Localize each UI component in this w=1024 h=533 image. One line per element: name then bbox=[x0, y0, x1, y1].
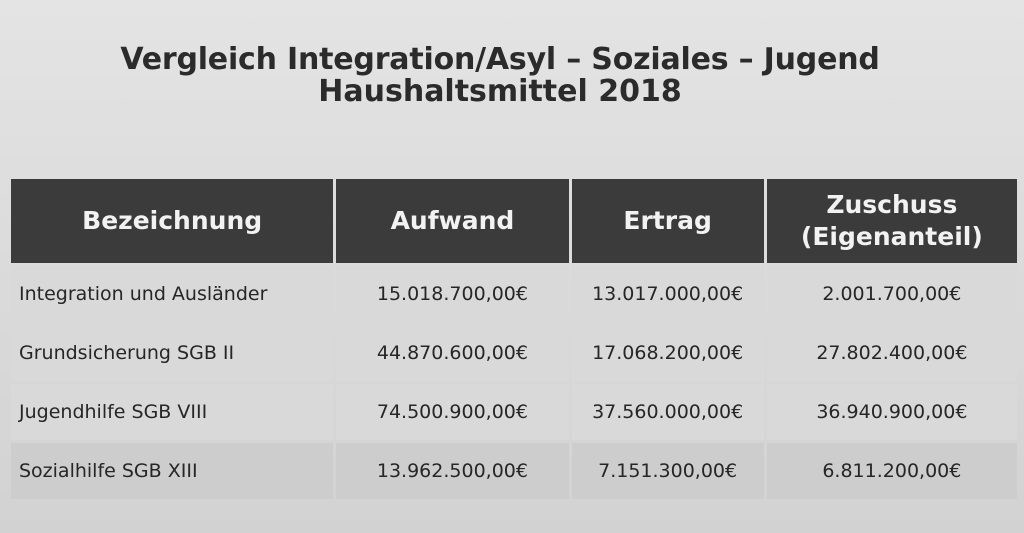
table-header-row: Bezeichnung Aufwand Ertrag Zuschuss (Eig… bbox=[11, 179, 1017, 263]
header-zuschuss-line-2: (Eigenanteil) bbox=[800, 222, 983, 251]
cell-zuschuss: 27.802.400,00€ bbox=[766, 325, 1017, 381]
table-row: Integration und Ausländer 15.018.700,00€… bbox=[11, 266, 1017, 322]
header-ertrag: Ertrag bbox=[571, 179, 764, 263]
cell-aufwand: 13.962.500,00€ bbox=[336, 443, 569, 499]
table-row: Sozialhilfe SGB XIII 13.962.500,00€ 7.15… bbox=[11, 443, 1017, 499]
cell-ertrag: 7.151.300,00€ bbox=[571, 443, 764, 499]
header-aufwand: Aufwand bbox=[336, 179, 569, 263]
cell-aufwand: 44.870.600,00€ bbox=[336, 325, 569, 381]
title-line-1: Vergleich Integration/Asyl – Soziales – … bbox=[120, 42, 880, 77]
cell-zuschuss: 2.001.700,00€ bbox=[766, 266, 1017, 322]
cell-ertrag: 37.560.000,00€ bbox=[571, 384, 764, 440]
header-bezeichnung: Bezeichnung bbox=[11, 179, 334, 263]
slide-title: Vergleich Integration/Asyl – Soziales – … bbox=[0, 42, 1000, 110]
header-zuschuss-line-1: Zuschuss bbox=[826, 190, 958, 219]
cell-bezeichnung: Sozialhilfe SGB XIII bbox=[11, 443, 334, 499]
cell-zuschuss: 36.940.900,00€ bbox=[766, 384, 1017, 440]
cell-aufwand: 74.500.900,00€ bbox=[336, 384, 569, 440]
title-line-2: Haushaltsmittel 2018 bbox=[318, 74, 682, 109]
cell-bezeichnung: Integration und Ausländer bbox=[11, 266, 334, 322]
cell-zuschuss: 6.811.200,00€ bbox=[766, 443, 1017, 499]
cell-ertrag: 17.068.200,00€ bbox=[571, 325, 764, 381]
header-zuschuss: Zuschuss (Eigenanteil) bbox=[766, 179, 1017, 263]
cell-bezeichnung: Jugendhilfe SGB VIII bbox=[11, 384, 334, 440]
cell-aufwand: 15.018.700,00€ bbox=[336, 266, 569, 322]
table-row: Grundsicherung SGB II 44.870.600,00€ 17.… bbox=[11, 325, 1017, 381]
cell-bezeichnung: Grundsicherung SGB II bbox=[11, 325, 334, 381]
table-row: Jugendhilfe SGB VIII 74.500.900,00€ 37.5… bbox=[11, 384, 1017, 440]
cell-ertrag: 13.017.000,00€ bbox=[571, 266, 764, 322]
budget-comparison-table: Bezeichnung Aufwand Ertrag Zuschuss (Eig… bbox=[8, 176, 1020, 502]
